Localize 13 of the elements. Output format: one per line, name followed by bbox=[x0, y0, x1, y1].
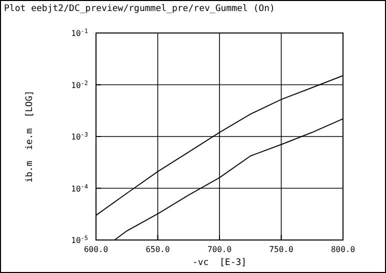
x-tick-label: 600.0 bbox=[84, 245, 108, 254]
x-tick-label: 650.0 bbox=[146, 245, 170, 254]
y-axis-title: ib.m ie.m [LOG] bbox=[25, 90, 35, 183]
chart-title: Plot eebjt2/DC_preview/rgummel_pre/rev_Gummel (On) bbox=[4, 4, 275, 14]
y-tick-label: 10$^{-3}$ bbox=[71, 131, 88, 142]
y-tick-label: 10$^{-4}$ bbox=[71, 182, 88, 194]
x-tick-label: 750.0 bbox=[269, 245, 294, 254]
x-tick-label: 800.0 bbox=[330, 245, 356, 254]
y-tick-label: 10$^{-2}$ bbox=[71, 79, 88, 90]
x-axis-title: -vc [E-3] bbox=[192, 258, 247, 268]
y-tick-label: 10$^{-1}$ bbox=[71, 28, 88, 38]
x-tick-label: 700.0 bbox=[207, 245, 232, 254]
y-tick-label: 10$^{-5}$ bbox=[71, 234, 88, 245]
